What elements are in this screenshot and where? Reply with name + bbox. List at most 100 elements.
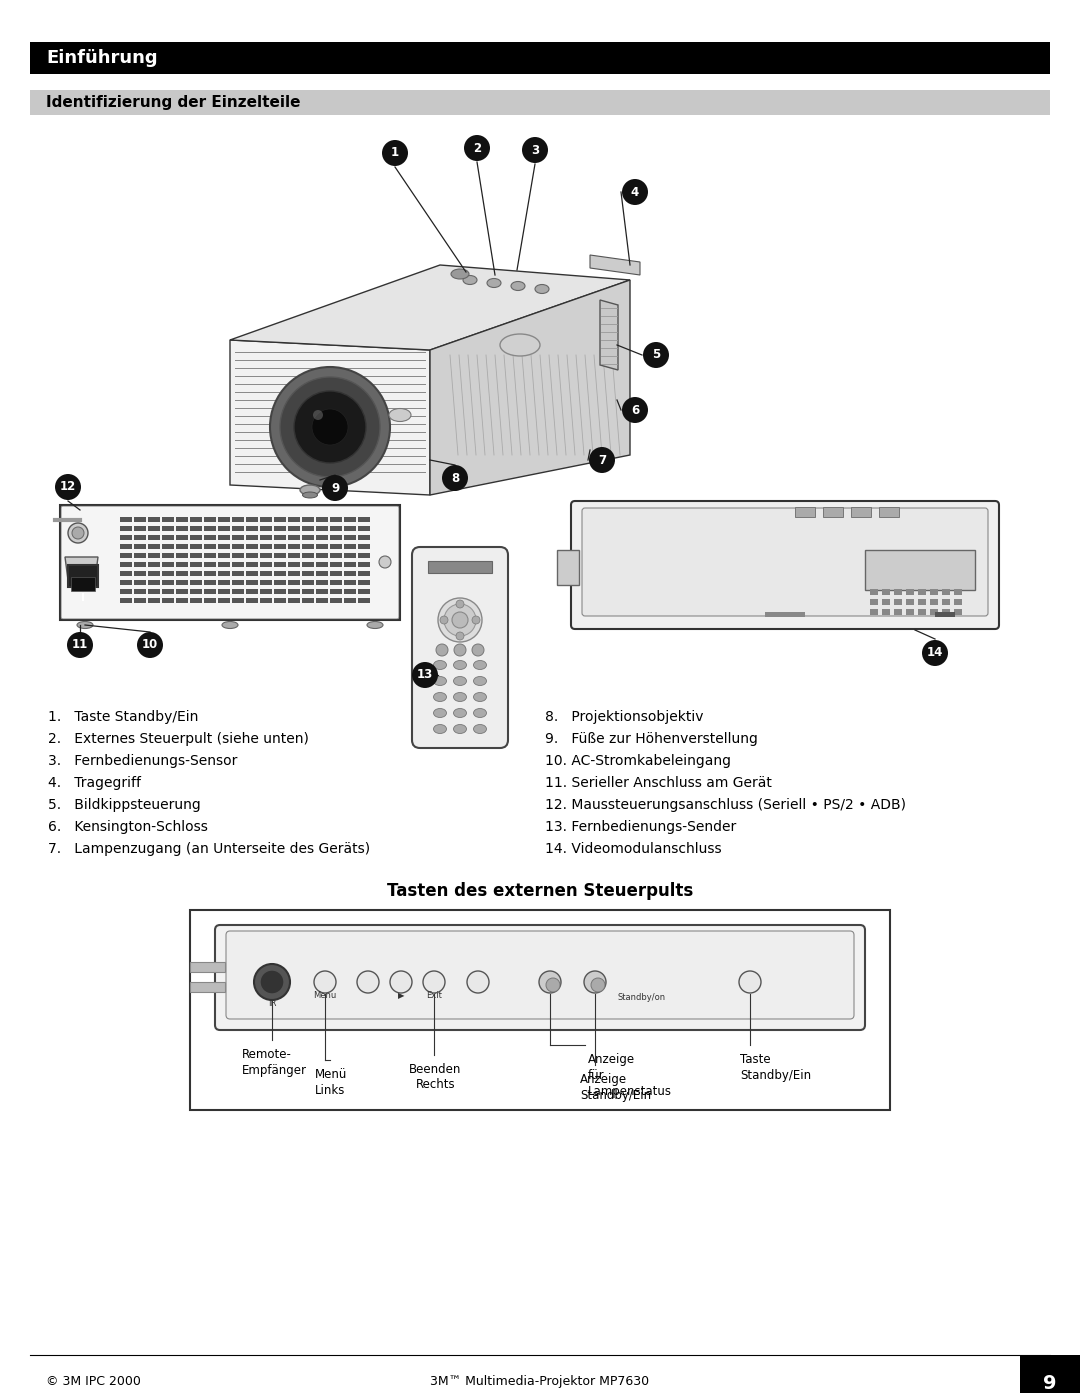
Bar <box>288 553 300 557</box>
Bar <box>345 553 356 557</box>
Bar <box>176 598 188 604</box>
Text: Tasten des externen Steuerpults: Tasten des externen Steuerpults <box>387 882 693 900</box>
Bar <box>162 562 174 567</box>
Circle shape <box>322 475 348 502</box>
Bar <box>204 517 216 522</box>
Text: Remote-
Empfänger: Remote- Empfänger <box>242 1048 307 1077</box>
Circle shape <box>546 978 561 992</box>
Ellipse shape <box>473 693 486 701</box>
Bar <box>134 598 146 604</box>
Bar <box>302 590 314 594</box>
Bar <box>190 963 225 972</box>
Circle shape <box>270 367 390 488</box>
Ellipse shape <box>222 622 238 629</box>
Bar <box>316 553 328 557</box>
Circle shape <box>314 971 336 993</box>
Bar <box>870 590 878 595</box>
Bar <box>345 598 356 604</box>
Bar <box>162 535 174 541</box>
Ellipse shape <box>433 661 446 669</box>
Bar <box>260 598 272 604</box>
Bar <box>176 535 188 541</box>
Circle shape <box>294 391 366 462</box>
Bar <box>906 590 914 595</box>
Bar <box>232 535 244 541</box>
Bar <box>935 612 955 617</box>
Bar <box>274 527 286 531</box>
Bar <box>357 571 370 576</box>
Bar <box>345 517 356 522</box>
FancyBboxPatch shape <box>582 509 988 616</box>
Bar <box>316 598 328 604</box>
Bar <box>274 580 286 585</box>
Bar <box>302 543 314 549</box>
Bar <box>232 580 244 585</box>
Text: 3M™ Multimedia-Projektor MP7630: 3M™ Multimedia-Projektor MP7630 <box>431 1375 649 1389</box>
Text: 14. Videomodulanschluss: 14. Videomodulanschluss <box>545 842 721 856</box>
Bar <box>148 571 160 576</box>
Bar <box>176 543 188 549</box>
Bar <box>345 580 356 585</box>
Bar <box>918 609 926 615</box>
Bar <box>930 590 939 595</box>
Bar <box>942 609 950 615</box>
Text: 4: 4 <box>631 186 639 198</box>
Bar <box>357 543 370 549</box>
Ellipse shape <box>433 725 446 733</box>
Bar <box>60 504 400 620</box>
Bar <box>274 535 286 541</box>
Bar <box>274 598 286 604</box>
Circle shape <box>472 644 484 657</box>
Bar <box>190 543 202 549</box>
Bar <box>954 609 962 615</box>
Bar <box>134 562 146 567</box>
Bar <box>204 590 216 594</box>
Bar <box>134 571 146 576</box>
Bar <box>246 562 258 567</box>
Bar <box>302 580 314 585</box>
Bar <box>71 577 95 591</box>
Bar <box>330 543 342 549</box>
Circle shape <box>313 409 323 420</box>
Ellipse shape <box>473 708 486 718</box>
Bar <box>954 590 962 595</box>
Bar <box>302 562 314 567</box>
Ellipse shape <box>487 278 501 288</box>
Circle shape <box>643 342 669 367</box>
Text: 3.   Fernbedienungs-Sensor: 3. Fernbedienungs-Sensor <box>48 754 238 768</box>
Ellipse shape <box>473 725 486 733</box>
Circle shape <box>280 377 380 476</box>
Bar <box>218 590 230 594</box>
Bar <box>865 550 975 590</box>
Bar <box>345 590 356 594</box>
Bar <box>246 580 258 585</box>
Ellipse shape <box>300 485 320 495</box>
Text: 2.   Externes Steuerpult (siehe unten): 2. Externes Steuerpult (siehe unten) <box>48 732 309 746</box>
Bar <box>148 553 160 557</box>
Bar <box>162 580 174 585</box>
Bar <box>288 580 300 585</box>
Bar <box>357 553 370 557</box>
Bar <box>345 562 356 567</box>
Bar <box>176 580 188 585</box>
Ellipse shape <box>302 492 318 497</box>
Text: Einführung: Einführung <box>46 49 158 67</box>
Bar <box>882 609 890 615</box>
Bar <box>870 599 878 605</box>
Bar <box>288 571 300 576</box>
Bar <box>316 517 328 522</box>
Bar <box>162 598 174 604</box>
Bar <box>274 553 286 557</box>
Text: IR: IR <box>268 999 276 1009</box>
Bar <box>302 553 314 557</box>
Bar <box>204 571 216 576</box>
Text: Anzeige
Standby/Ein: Anzeige Standby/Ein <box>580 1073 651 1102</box>
Bar <box>288 598 300 604</box>
Bar <box>218 517 230 522</box>
Bar <box>134 590 146 594</box>
Text: 6.   Kensington-Schloss: 6. Kensington-Schloss <box>48 820 207 834</box>
Bar <box>218 543 230 549</box>
Bar <box>942 590 950 595</box>
Text: © 3M IPC 2000: © 3M IPC 2000 <box>46 1375 140 1389</box>
Ellipse shape <box>463 275 477 285</box>
